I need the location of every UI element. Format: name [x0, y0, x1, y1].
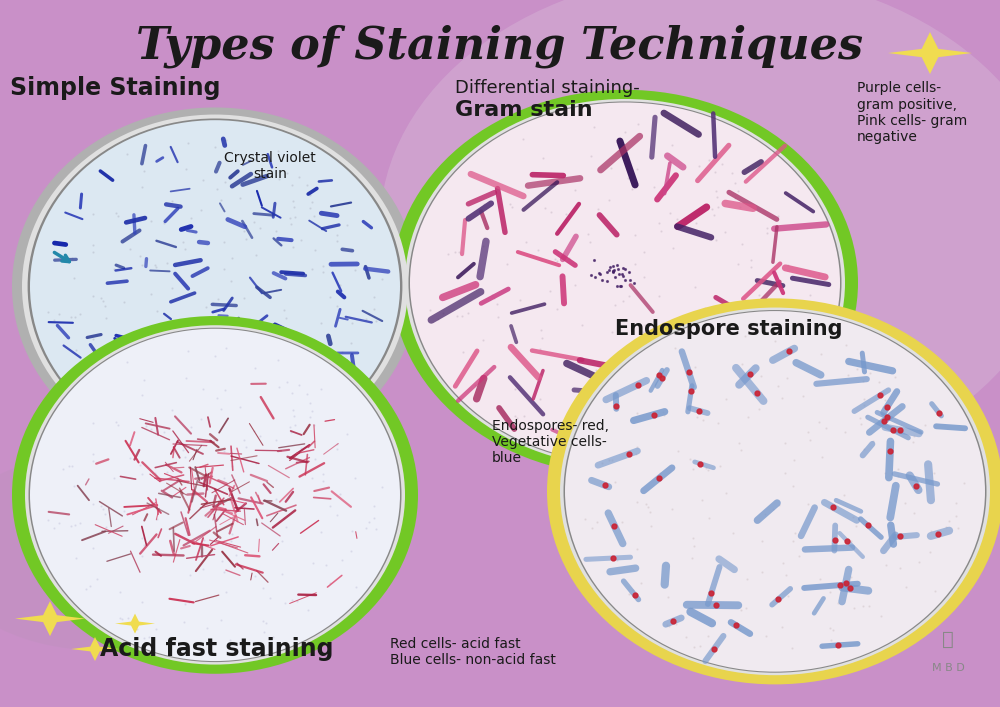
Text: Gram stain: Gram stain [455, 100, 593, 119]
Ellipse shape [560, 308, 990, 675]
Text: Simple Staining: Simple Staining [10, 76, 220, 100]
Ellipse shape [25, 325, 405, 665]
Text: Crystal violet
stain: Crystal violet stain [224, 151, 316, 181]
Ellipse shape [30, 120, 400, 452]
Polygon shape [15, 601, 85, 636]
Ellipse shape [0, 452, 260, 650]
Ellipse shape [547, 298, 1000, 684]
Ellipse shape [28, 328, 402, 662]
Ellipse shape [564, 310, 986, 673]
Ellipse shape [410, 103, 840, 463]
Text: Endospore staining: Endospore staining [615, 319, 842, 339]
Ellipse shape [28, 119, 402, 454]
Ellipse shape [565, 311, 985, 672]
Ellipse shape [22, 115, 408, 458]
Polygon shape [71, 637, 119, 661]
Ellipse shape [12, 107, 418, 465]
Ellipse shape [405, 99, 845, 467]
Polygon shape [888, 32, 972, 74]
Text: Endospores- red,
Vegetative cells-
blue: Endospores- red, Vegetative cells- blue [492, 419, 609, 465]
Text: Differential staining-: Differential staining- [455, 79, 640, 98]
Text: Acid fast staining: Acid fast staining [100, 637, 334, 661]
Polygon shape [115, 614, 155, 633]
Ellipse shape [392, 90, 858, 476]
Ellipse shape [30, 329, 400, 661]
Ellipse shape [12, 316, 418, 674]
Text: Types of Staining Techniques: Types of Staining Techniques [136, 25, 864, 69]
Text: M B D: M B D [932, 663, 964, 673]
Text: Red cells- acid fast
Blue cells- non-acid fast: Red cells- acid fast Blue cells- non-aci… [390, 637, 556, 667]
Text: 𝒟: 𝒟 [942, 631, 954, 649]
Ellipse shape [409, 102, 842, 464]
Ellipse shape [380, 0, 1000, 481]
Text: Purple cells-
gram positive,
Pink cells- gram
negative: Purple cells- gram positive, Pink cells-… [857, 81, 967, 144]
